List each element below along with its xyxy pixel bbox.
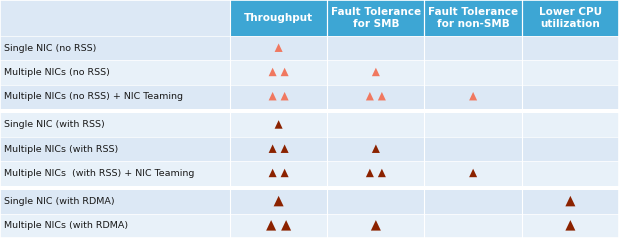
- Bar: [0, 113, 619, 137]
- Polygon shape: [469, 92, 477, 100]
- Bar: [0, 214, 619, 238]
- Text: Single NIC (with RSS): Single NIC (with RSS): [4, 120, 105, 129]
- Text: Fault Tolerance
for SMB: Fault Tolerance for SMB: [331, 7, 421, 29]
- Text: Fault Tolerance
for non-SMB: Fault Tolerance for non-SMB: [428, 7, 518, 29]
- Bar: [0, 109, 619, 113]
- Polygon shape: [280, 144, 288, 153]
- Polygon shape: [469, 169, 477, 177]
- Polygon shape: [269, 92, 277, 100]
- Polygon shape: [280, 169, 288, 177]
- Polygon shape: [269, 169, 277, 177]
- Bar: [0, 84, 619, 109]
- Polygon shape: [372, 144, 380, 153]
- Text: Multiple NICs (with RSS): Multiple NICs (with RSS): [4, 145, 118, 154]
- Text: Multiple NICs  (with RSS) + NIC Teaming: Multiple NICs (with RSS) + NIC Teaming: [4, 169, 194, 178]
- Polygon shape: [274, 196, 284, 206]
- Text: Multiple NICs (no RSS) + NIC Teaming: Multiple NICs (no RSS) + NIC Teaming: [4, 92, 183, 101]
- Polygon shape: [280, 92, 288, 100]
- Polygon shape: [565, 220, 576, 231]
- Bar: [0, 137, 619, 161]
- Polygon shape: [281, 220, 291, 231]
- Polygon shape: [280, 68, 288, 76]
- Bar: [0, 189, 619, 214]
- Text: Multiple NICs (with RDMA): Multiple NICs (with RDMA): [4, 221, 128, 230]
- Polygon shape: [269, 68, 277, 76]
- Bar: [0, 60, 619, 84]
- Polygon shape: [366, 169, 374, 177]
- Text: Throughput: Throughput: [244, 13, 313, 23]
- Text: Single NIC (with RDMA): Single NIC (with RDMA): [4, 197, 115, 206]
- Polygon shape: [275, 120, 283, 129]
- Bar: [0, 0, 230, 36]
- Polygon shape: [366, 92, 374, 100]
- Bar: [0, 161, 619, 185]
- Text: Multiple NICs (no RSS): Multiple NICs (no RSS): [4, 68, 110, 77]
- Polygon shape: [565, 196, 576, 206]
- Text: Single NIC (no RSS): Single NIC (no RSS): [4, 44, 97, 53]
- Polygon shape: [275, 44, 283, 52]
- Bar: [0, 185, 619, 189]
- Polygon shape: [371, 220, 381, 231]
- Polygon shape: [378, 92, 386, 100]
- Polygon shape: [269, 144, 277, 153]
- Bar: [230, 0, 619, 36]
- Polygon shape: [266, 220, 276, 231]
- Polygon shape: [372, 68, 380, 76]
- Text: Lower CPU
utilization: Lower CPU utilization: [539, 7, 602, 29]
- Bar: [0, 36, 619, 60]
- Polygon shape: [378, 169, 386, 177]
